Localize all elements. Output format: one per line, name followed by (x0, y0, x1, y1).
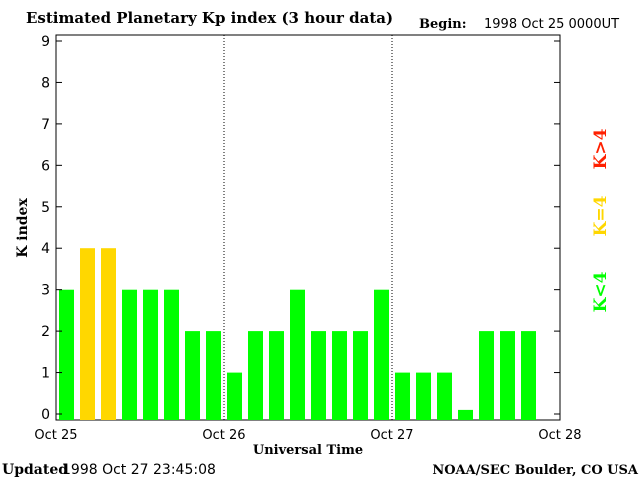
legend-k-lt-4: K<4 (591, 271, 611, 312)
y-tick-label: 2 (41, 324, 50, 340)
kp-bar (416, 372, 431, 420)
kp-bar (122, 289, 137, 420)
kp-bar (101, 248, 116, 420)
kp-bar (500, 331, 515, 420)
kp-bar (395, 372, 410, 420)
kp-bar (80, 248, 95, 420)
y-tick-label: 7 (41, 117, 50, 133)
chart-title: Estimated Planetary Kp index (3 hour dat… (26, 9, 393, 27)
y-tick-label: 5 (41, 200, 50, 216)
legend-k-eq-4: K=4 (591, 195, 611, 236)
updated-value: 1998 Oct 27 23:45:08 (62, 462, 216, 478)
kp-bar (374, 289, 389, 420)
kp-bar (59, 289, 74, 420)
legend-k-gt-4: K>4 (591, 128, 611, 169)
kp-bar (521, 331, 536, 420)
y-tick-label: 8 (41, 75, 50, 91)
credit: NOAA/SEC Boulder, CO USA (432, 463, 639, 478)
x-tick-label: Oct 25 (34, 428, 77, 443)
x-tick-label: Oct 27 (370, 428, 413, 443)
begin-label: Begin: (419, 17, 467, 32)
kp-bar (164, 289, 179, 420)
x-axis-label: Universal Time (253, 443, 363, 458)
plot-frame (55, 34, 561, 421)
x-tick-label: Oct 28 (538, 428, 581, 443)
kp-bar (458, 409, 473, 420)
kp-bar (227, 372, 242, 420)
y-tick-label: 6 (41, 158, 50, 174)
y-tick-label: 4 (41, 241, 50, 257)
y-tick-label: 1 (41, 366, 50, 382)
kp-bar (185, 331, 200, 420)
bar-series (59, 248, 536, 420)
kp-bar (290, 289, 305, 420)
x-tick-label: Oct 26 (202, 428, 245, 443)
kp-bar (143, 289, 158, 420)
begin-value: 1998 Oct 25 0000UT (484, 17, 619, 32)
y-tick-label: 0 (41, 407, 50, 423)
kp-bar (479, 331, 494, 420)
x-axis-ticks: Oct 25 Oct 26 Oct 27 Oct 28 (34, 428, 581, 443)
y-axis-ticks: 0 1 2 3 4 5 6 7 8 9 (41, 34, 560, 423)
y-tick-label: 9 (41, 34, 50, 50)
updated-label: Updated (2, 462, 68, 478)
kp-bar (353, 331, 368, 420)
y-tick-label: 3 (41, 283, 50, 299)
kp-bar (437, 372, 452, 420)
y-axis-label: K index (15, 198, 31, 258)
kp-bar (248, 331, 263, 420)
kp-bar (206, 331, 221, 420)
kp-bar (311, 331, 326, 420)
kp-bar (332, 331, 347, 420)
kp-bar (269, 331, 284, 420)
